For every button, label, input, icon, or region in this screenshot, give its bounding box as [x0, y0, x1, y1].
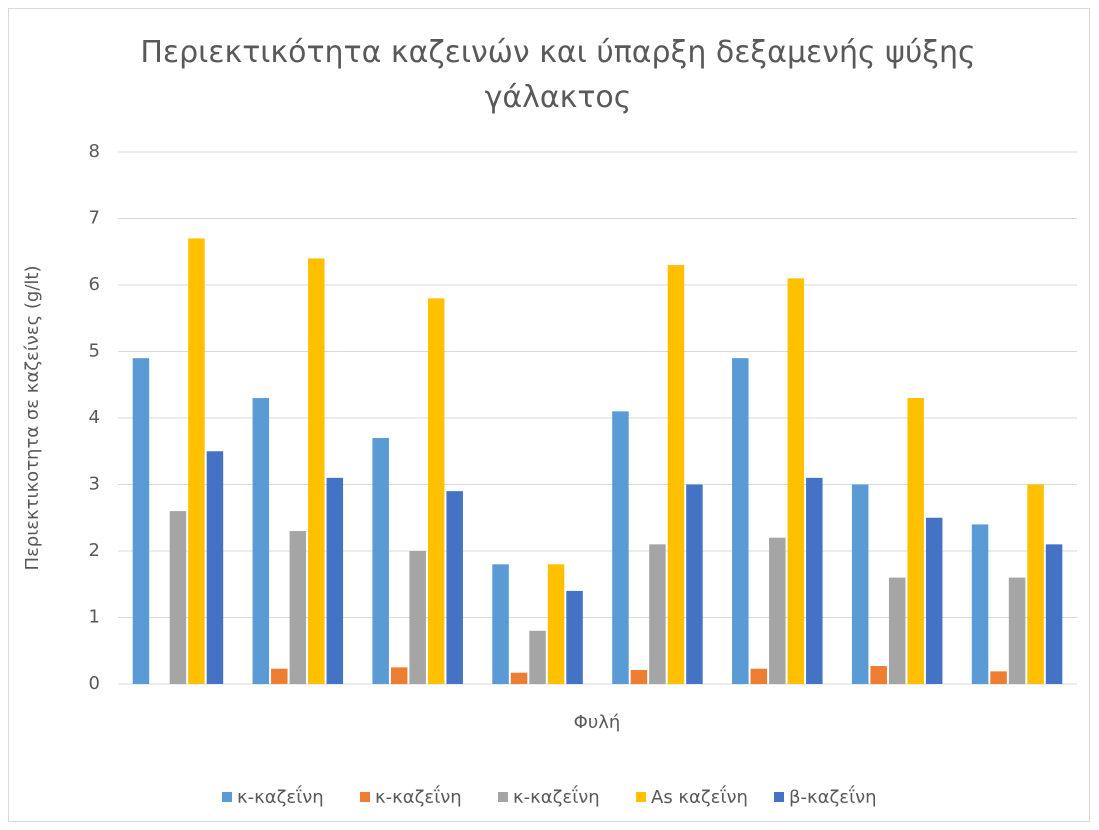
bar	[686, 484, 703, 684]
y-tick-label: 6	[89, 274, 100, 295]
y-tick-label: 4	[89, 407, 100, 428]
y-tick-label: 2	[89, 540, 100, 561]
y-tick-label: 1	[89, 607, 100, 628]
bar	[326, 477, 344, 684]
bar	[925, 517, 943, 684]
bar	[169, 511, 187, 684]
legend-marker	[222, 792, 232, 802]
bar	[870, 666, 887, 684]
bar	[787, 278, 805, 684]
bar	[390, 667, 408, 684]
bar	[971, 524, 989, 684]
bar	[206, 451, 224, 684]
y-tick-label: 0	[89, 673, 100, 694]
bar	[990, 671, 1007, 684]
bar	[1027, 484, 1044, 684]
bar	[907, 398, 924, 684]
x-axis-title: Φυλή	[574, 712, 621, 733]
bar	[769, 537, 786, 684]
bar	[1045, 544, 1063, 684]
y-tick-label: 7	[89, 208, 100, 229]
legend-label: β-καζεΐνη	[789, 785, 877, 808]
chart-border	[8, 8, 1090, 822]
bar	[750, 668, 768, 684]
legend-marker	[636, 792, 646, 802]
bar	[252, 398, 270, 684]
bar	[649, 544, 666, 684]
bar	[1008, 577, 1026, 684]
bar	[806, 477, 823, 684]
legend-label: κ-καζεΐνη	[375, 785, 462, 808]
bar	[289, 531, 307, 684]
bar	[566, 590, 583, 684]
bar	[271, 668, 288, 684]
bar	[529, 630, 546, 684]
bar	[446, 491, 463, 684]
y-tick-label: 5	[89, 341, 100, 362]
bar	[188, 238, 205, 684]
legend-label: κ-καζεΐνη	[513, 785, 600, 808]
bar	[888, 577, 906, 684]
y-tick-label: 3	[89, 474, 100, 495]
bar	[732, 358, 749, 684]
bar	[547, 564, 565, 684]
legend-marker	[774, 792, 784, 802]
bar	[492, 564, 509, 684]
bar	[851, 484, 869, 684]
bar	[132, 358, 150, 684]
bar	[427, 298, 445, 684]
legend-marker	[360, 792, 370, 802]
chart-title: Περιεκτικότητα καζεινών και ύπαρξη δεξαμ…	[140, 35, 976, 115]
bar	[630, 670, 648, 684]
bar	[667, 265, 685, 684]
bar	[372, 437, 389, 684]
bar	[612, 411, 629, 684]
y-axis-title: Περιεκτικοτητα σε καζείνες (g/lt)	[22, 266, 43, 571]
legend-label: κ-καζεΐνη	[237, 785, 324, 808]
legend-marker	[498, 792, 508, 802]
bar	[409, 551, 426, 684]
y-tick-label: 8	[89, 141, 100, 162]
legend-label: Αs καζεΐνη	[651, 785, 748, 808]
bar	[510, 672, 528, 684]
bar	[308, 258, 325, 684]
